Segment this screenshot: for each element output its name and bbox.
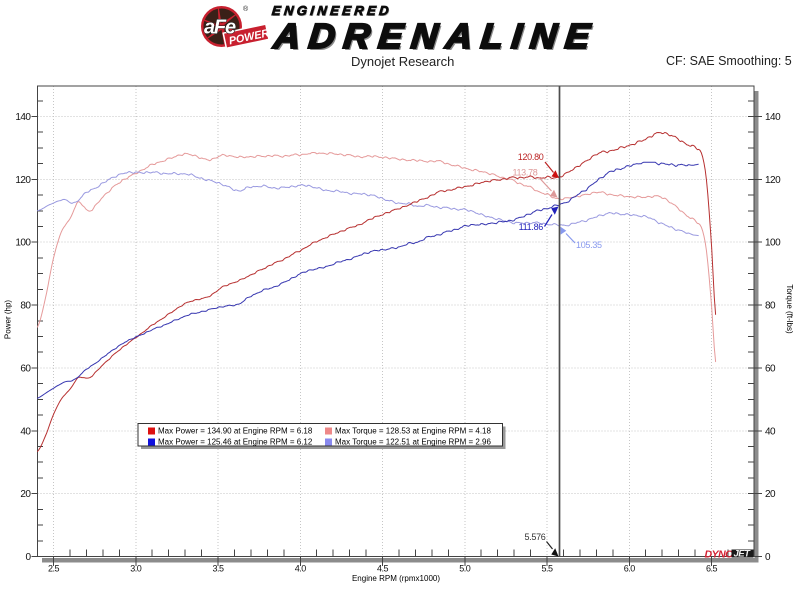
svg-text:40: 40 — [20, 426, 31, 437]
svg-text:DYNO: DYNO — [705, 549, 734, 561]
svg-text:0: 0 — [765, 552, 771, 563]
svg-text:111.86: 111.86 — [519, 222, 544, 232]
svg-text:140: 140 — [765, 112, 781, 123]
svg-text:113.78: 113.78 — [512, 168, 537, 178]
svg-text:Power (hp): Power (hp) — [4, 300, 13, 339]
svg-text:4.0: 4.0 — [295, 564, 307, 574]
svg-text:60: 60 — [765, 363, 776, 374]
svg-text:20: 20 — [765, 489, 776, 500]
svg-text:5.5: 5.5 — [541, 564, 553, 574]
svg-text:3.0: 3.0 — [130, 564, 142, 574]
svg-text:®: ® — [243, 5, 249, 13]
svg-text:140: 140 — [15, 112, 31, 123]
svg-text:80: 80 — [765, 301, 776, 312]
svg-text:40: 40 — [765, 426, 776, 437]
svg-text:80: 80 — [20, 301, 31, 312]
svg-text:100: 100 — [15, 238, 31, 249]
svg-text:120.80: 120.80 — [518, 152, 544, 162]
svg-text:Max Torque = 122.51 at Engine: Max Torque = 122.51 at Engine RPM = 2.96 — [335, 438, 492, 447]
svg-text:Max Power = 134.90 at Engine R: Max Power = 134.90 at Engine RPM = 6.18 — [158, 427, 313, 436]
svg-text:6.5: 6.5 — [706, 564, 718, 574]
svg-text:0: 0 — [25, 552, 31, 563]
svg-text:6.0: 6.0 — [624, 564, 636, 574]
svg-text:120: 120 — [15, 175, 31, 186]
svg-text:5.0: 5.0 — [459, 564, 471, 574]
svg-text:Torque (ft-lbs): Torque (ft-lbs) — [785, 284, 794, 334]
svg-text:60: 60 — [20, 363, 31, 374]
svg-text:2.5: 2.5 — [48, 564, 60, 574]
svg-text:Max Power = 125.46 at Engine R: Max Power = 125.46 at Engine RPM = 6.12 — [158, 438, 313, 447]
svg-text:105.35: 105.35 — [576, 240, 602, 250]
svg-text:Engine RPM (rpmx1000): Engine RPM (rpmx1000) — [352, 574, 440, 583]
svg-text:4.5: 4.5 — [377, 564, 389, 574]
svg-text:20: 20 — [20, 489, 31, 500]
svg-text:Max Torque = 128.53 at Engine: Max Torque = 128.53 at Engine RPM = 4.18 — [335, 427, 492, 436]
svg-text:100: 100 — [765, 238, 781, 249]
svg-text:3.5: 3.5 — [212, 564, 224, 574]
svg-text:aFe: aFe — [204, 17, 236, 39]
svg-text:5.576: 5.576 — [524, 532, 545, 542]
svg-text:JET: JET — [734, 549, 752, 560]
svg-text:120: 120 — [765, 175, 781, 186]
